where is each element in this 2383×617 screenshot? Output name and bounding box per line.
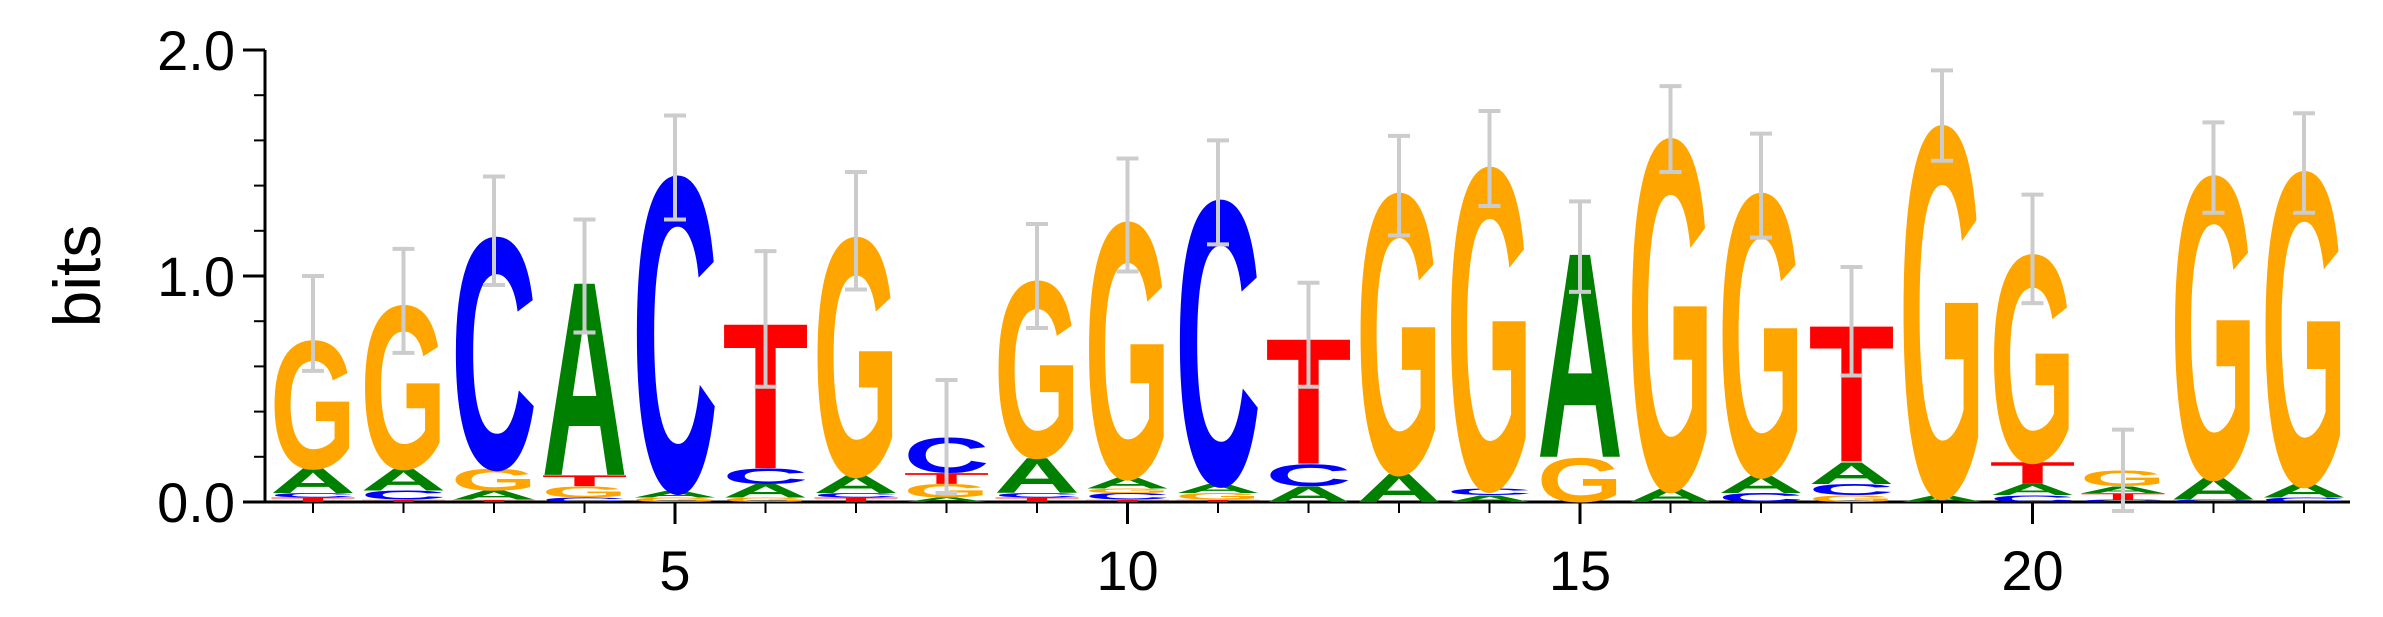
logo-column: AG xyxy=(1356,111,1442,558)
y-tick-label: 1.0 xyxy=(157,245,235,308)
x-tick-label: 15 xyxy=(1549,539,1611,602)
logo-column: AG xyxy=(1627,35,1713,596)
logo-column: GAC xyxy=(632,82,718,587)
y-tick-label: 0.0 xyxy=(157,471,235,534)
x-tick-label: 20 xyxy=(2001,539,2063,602)
logo-column: CAG xyxy=(2170,85,2256,569)
logo-column: CAG xyxy=(2261,80,2347,580)
logo-column: GA xyxy=(1537,192,1623,520)
y-tick-label: 2.0 xyxy=(157,19,235,82)
logo-column: ACT xyxy=(1265,283,1351,507)
logo-column: ACG xyxy=(1446,73,1532,587)
y-axis-label: bits xyxy=(40,225,114,328)
logo-column: CAG xyxy=(1718,109,1804,561)
logo-column: AG xyxy=(1899,16,1985,609)
